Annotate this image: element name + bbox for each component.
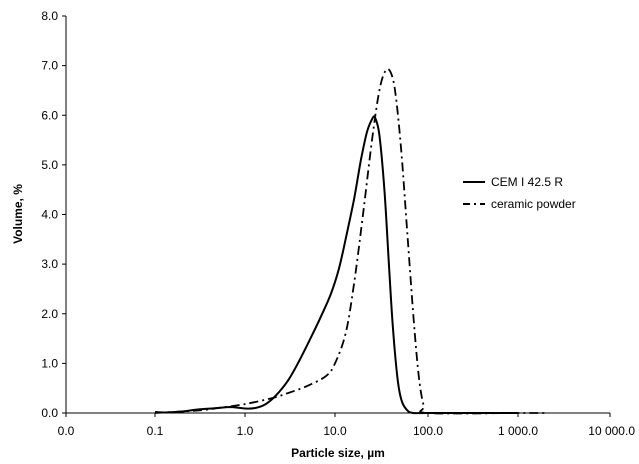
y-tick-label: 6.0 bbox=[41, 108, 58, 122]
legend-label: CEM I 42.5 R bbox=[491, 175, 563, 189]
x-tick-label: 0.1 bbox=[147, 424, 164, 438]
y-axis-ticks: 0.0 1.0 2.0 3.0 4.0 5.0 6.0 7.0 8.0 bbox=[41, 9, 66, 420]
x-tick-label: 10.0 bbox=[323, 424, 347, 438]
y-axis-title: Volume, % bbox=[11, 184, 25, 244]
series-line-cem-i-42-5-r bbox=[154, 115, 518, 415]
axes bbox=[65, 16, 610, 414]
series-layer bbox=[154, 68, 546, 415]
x-tick-label: 10 000.0 bbox=[588, 424, 635, 438]
x-tick-label: 1.0 bbox=[237, 424, 254, 438]
legend-label: ceramic powder bbox=[491, 197, 576, 211]
y-tick-label: 5.0 bbox=[41, 158, 58, 172]
series-line-ceramic-powder bbox=[154, 68, 546, 415]
x-tick-label: 0.0 bbox=[58, 424, 75, 438]
y-tick-label: 8.0 bbox=[41, 9, 58, 23]
x-axis-title: Particle size, µm bbox=[291, 446, 385, 460]
y-tick-label: 3.0 bbox=[41, 257, 58, 271]
y-tick-label: 2.0 bbox=[41, 307, 58, 321]
legend: CEM I 42.5 R ceramic powder bbox=[463, 175, 576, 211]
y-tick-label: 4.0 bbox=[41, 208, 58, 222]
x-tick-label: 100.0 bbox=[413, 424, 443, 438]
x-tick-label: 1 000.0 bbox=[498, 424, 538, 438]
y-tick-label: 7.0 bbox=[41, 59, 58, 73]
x-axis-ticks: 0.0 0.1 1.0 10.0 100.0 1 000.0 10 000.0 bbox=[58, 413, 635, 438]
y-tick-label: 0.0 bbox=[41, 406, 58, 420]
y-tick-label: 1.0 bbox=[41, 356, 58, 370]
